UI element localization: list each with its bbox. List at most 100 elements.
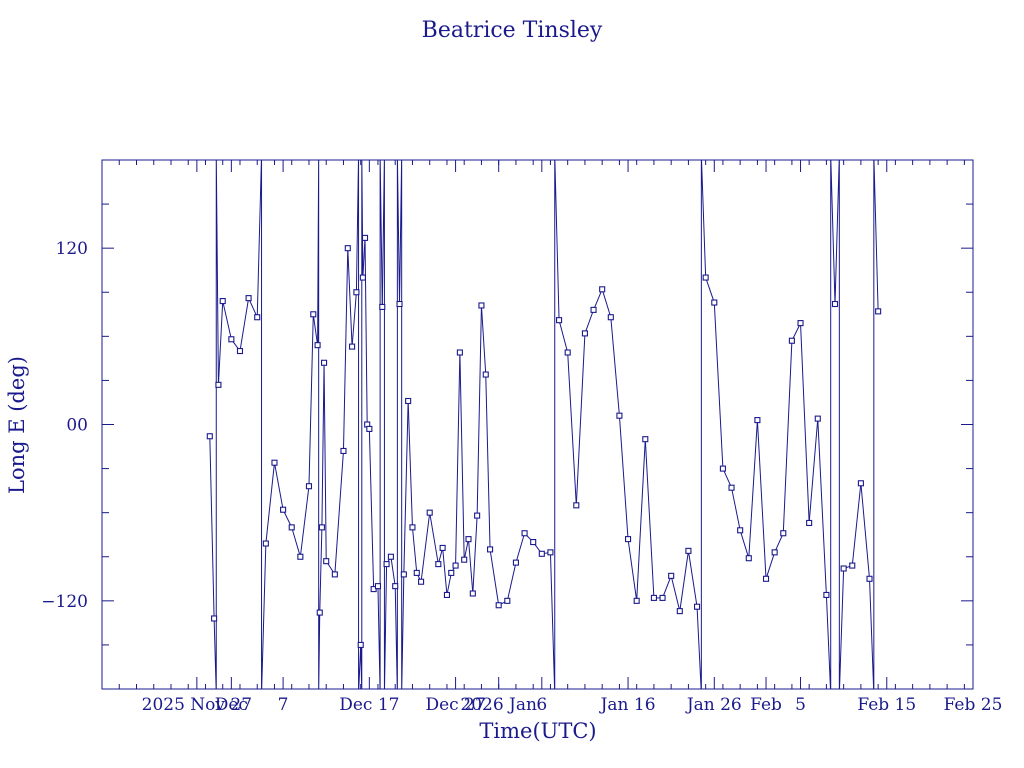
data-point <box>456 349 463 356</box>
data-point <box>771 549 778 556</box>
data-point <box>387 553 394 560</box>
data-point <box>310 311 317 318</box>
data-point <box>478 302 485 309</box>
series-segment <box>239 298 250 352</box>
data-point <box>512 559 519 566</box>
x-tick-label: Jan 26 <box>685 695 742 715</box>
series-markers <box>206 234 882 648</box>
series-segment <box>506 562 517 601</box>
data-point <box>288 524 295 531</box>
series-segment <box>515 533 526 563</box>
series-segment <box>321 362 325 528</box>
series-segment <box>722 468 732 488</box>
data-point <box>323 558 330 565</box>
data-point <box>616 412 623 419</box>
data-point <box>521 530 528 537</box>
y-axis-title: Long E (deg) <box>5 356 29 494</box>
data-point <box>719 465 726 472</box>
data-point <box>318 524 325 531</box>
data-point <box>797 320 804 327</box>
data-point <box>702 274 709 281</box>
series-segment <box>342 248 349 451</box>
data-point <box>413 569 420 576</box>
data-point <box>780 530 787 537</box>
data-point <box>219 298 226 305</box>
x-tick-label: 7 <box>278 695 289 715</box>
series-segment <box>485 374 491 550</box>
series-segment <box>834 160 845 689</box>
x-tick-label: 2025 Nov 27 <box>142 695 252 715</box>
series-segment <box>222 300 232 340</box>
data-point <box>349 343 356 350</box>
data-point <box>465 536 472 543</box>
series-segment <box>420 512 431 582</box>
data-point <box>806 519 813 527</box>
data-point <box>728 484 735 491</box>
data-point <box>215 381 222 388</box>
data-point <box>357 641 364 648</box>
data-point <box>538 550 545 557</box>
data-point <box>452 562 459 569</box>
data-point <box>400 571 407 578</box>
x-axis-title: Time(UTC) <box>479 719 596 743</box>
series-segment <box>265 462 275 544</box>
series-segment <box>446 572 452 596</box>
x-tick-label: Feb <box>750 695 782 715</box>
x-tick-label: Dec 27 <box>425 695 485 715</box>
data-point <box>504 597 511 604</box>
series-layer <box>206 160 882 689</box>
y-tick-label: 120 <box>56 239 88 259</box>
data-point <box>461 556 468 563</box>
series-segment <box>368 428 375 590</box>
x-tick-label: Feb 25 <box>944 695 1003 715</box>
data-point <box>866 575 873 582</box>
data-point <box>487 546 494 553</box>
data-point <box>314 342 321 349</box>
series-segment <box>774 533 784 553</box>
chart-title: Beatrice Tinsley <box>422 18 603 43</box>
x-tick-label: Dec <box>215 695 248 715</box>
data-point <box>788 337 795 344</box>
series-segment <box>782 340 793 534</box>
data-point <box>443 591 451 599</box>
series-segment <box>662 575 672 599</box>
series-segment <box>463 539 469 560</box>
series-segment <box>429 512 439 565</box>
series-segment <box>601 289 612 318</box>
data-point <box>383 561 390 568</box>
series-segment <box>381 160 388 689</box>
series-segment <box>800 323 810 523</box>
series-segment <box>808 418 819 523</box>
data-point <box>316 609 323 616</box>
data-point <box>297 553 304 560</box>
data-point <box>642 436 649 443</box>
data-point <box>831 300 839 308</box>
data-point <box>685 547 692 554</box>
data-point <box>547 549 554 556</box>
series-segment <box>644 439 655 598</box>
series-segment <box>731 487 741 531</box>
x-tick-label: Jan 16 <box>599 695 656 715</box>
series-segment <box>825 160 836 689</box>
data-point <box>359 274 366 281</box>
data-point <box>331 571 338 578</box>
series-segment <box>377 160 383 689</box>
data-point <box>321 359 328 366</box>
y-tick-label: −120 <box>41 592 88 612</box>
series-segment <box>319 527 323 613</box>
data-point <box>482 371 489 378</box>
series-segment <box>860 483 871 579</box>
data-point <box>366 425 373 432</box>
series-segment <box>489 549 500 606</box>
series-segment <box>739 530 750 559</box>
data-point <box>262 540 269 547</box>
series-segment <box>360 160 364 689</box>
data-point <box>344 245 351 252</box>
data-point <box>650 594 657 601</box>
data-point <box>409 524 416 531</box>
data-point <box>236 347 244 355</box>
series-segment <box>308 314 314 487</box>
data-point <box>405 397 412 405</box>
x-tick-label: 5 <box>795 695 806 715</box>
